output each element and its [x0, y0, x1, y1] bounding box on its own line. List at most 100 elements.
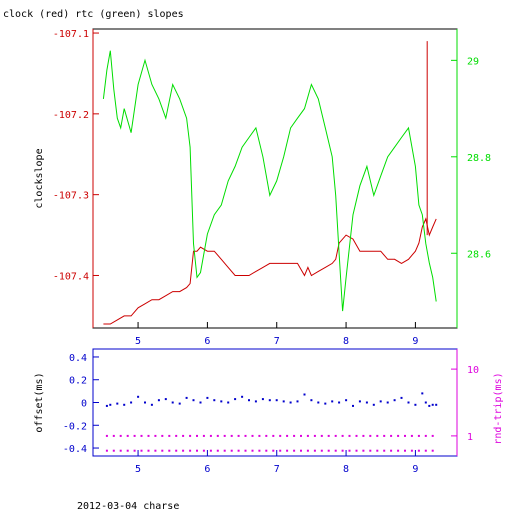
rnd-trip-low-point	[390, 449, 393, 452]
rnd-trip-low-point	[334, 449, 337, 452]
offset-point	[358, 400, 361, 403]
top-ylabel: clockslope	[34, 148, 45, 208]
top-ytick-label: -107.2	[53, 110, 89, 121]
offset-point	[393, 399, 396, 402]
offset-point	[137, 395, 140, 398]
rnd-trip-point	[161, 434, 164, 437]
rnd-trip-point	[362, 434, 365, 437]
rnd-trip-low-point	[182, 449, 185, 452]
rnd-trip-point	[223, 434, 226, 437]
rnd-trip-low-point	[327, 449, 330, 452]
rnd-trip-low-point	[397, 449, 400, 452]
rnd-trip-low-point	[223, 449, 226, 452]
rnd-trip-low-point	[424, 449, 427, 452]
rnd-trip-low-point	[293, 449, 296, 452]
rnd-trip-low-point	[251, 449, 254, 452]
rnd-trip-point	[147, 434, 150, 437]
rnd-trip-low-point	[404, 449, 406, 452]
rnd-trip-point	[293, 434, 296, 437]
offset-point	[365, 401, 368, 404]
rnd-trip-low-point	[189, 449, 192, 452]
rnd-trip-point	[424, 434, 427, 437]
rnd-trip-point	[334, 434, 337, 437]
offset-point	[275, 399, 278, 402]
rnd-trip-point	[279, 434, 282, 437]
bottom-ylabel: offset(ms)	[34, 372, 45, 432]
rnd-trip-low-point	[286, 449, 289, 452]
bottom-ytick-label: -0.2	[63, 421, 87, 432]
rnd-trip-low-point	[161, 449, 164, 452]
offset-point	[345, 399, 348, 402]
top-ytick-label: -107.4	[53, 271, 89, 282]
offset-point	[123, 403, 126, 406]
bottom-ytick-label: 0.2	[69, 376, 87, 387]
rnd-trip-low-point	[230, 449, 233, 452]
offset-point	[352, 404, 354, 407]
offset-point	[400, 396, 403, 399]
rnd-trip-low-point	[272, 449, 275, 452]
rnd-trip-point	[202, 434, 205, 437]
offset-point	[178, 402, 181, 405]
offset-point	[296, 400, 299, 403]
offset-point	[386, 401, 389, 404]
rnd-trip-point	[258, 434, 261, 437]
top-ytick-label: -107.3	[53, 191, 89, 202]
bottom-y2tick-label: 1	[467, 432, 473, 443]
rnd-trip-low-point	[216, 449, 219, 452]
rnd-trip-low-point	[209, 449, 212, 452]
offset-point	[421, 392, 424, 395]
rnd-trip-point	[272, 434, 275, 437]
rnd-trip-point	[230, 434, 233, 437]
bottom-ytick-label: 0	[81, 399, 87, 410]
offset-point	[379, 400, 382, 403]
rnd-trip-point	[168, 434, 171, 437]
offset-point	[234, 398, 237, 401]
offset-point	[428, 404, 431, 407]
rnd-trip-low-point	[196, 449, 198, 452]
rnd-trip-low-point	[313, 449, 316, 452]
rnd-trip-low-point	[175, 449, 178, 452]
series-rnd-trip-low	[105, 449, 434, 452]
offset-point	[116, 402, 119, 405]
rnd-trip-point	[355, 434, 358, 437]
offset-point	[261, 398, 264, 401]
offset-point	[213, 399, 216, 402]
rnd-trip-point	[237, 434, 240, 437]
rnd-trip-point	[265, 434, 268, 437]
rnd-trip-point	[133, 434, 136, 437]
rnd-trip-point	[112, 434, 115, 437]
offset-point	[206, 396, 209, 399]
rnd-trip-low-point	[348, 449, 351, 452]
chart-title: clock (red) rtc (green) slopes	[3, 9, 184, 20]
rnd-trip-point	[140, 434, 143, 437]
rnd-trip-point	[154, 434, 157, 437]
offset-point	[150, 403, 153, 406]
offset-point	[431, 403, 434, 406]
rnd-trip-low-point	[369, 449, 372, 452]
bottom-y2label: rnd-trip(ms)	[493, 372, 504, 444]
rnd-trip-point	[313, 434, 316, 437]
rnd-trip-low-point	[362, 449, 365, 452]
top-ytick-label: -107.1	[53, 29, 89, 40]
bottom-ytick-label: -0.4	[63, 444, 87, 455]
rnd-trip-point	[251, 434, 254, 437]
offset-point	[324, 402, 327, 405]
rnd-trip-point	[320, 434, 323, 437]
rnd-trip-point	[410, 434, 413, 437]
rnd-trip-low-point	[126, 449, 129, 452]
rnd-trip-low-point	[265, 449, 268, 452]
rnd-trip-point	[105, 434, 108, 437]
rnd-trip-low-point	[168, 449, 171, 452]
rnd-trip-point	[383, 434, 386, 437]
rnd-trip-low-point	[279, 449, 282, 452]
rnd-trip-point	[431, 434, 434, 437]
rnd-trip-point	[327, 434, 330, 437]
bottom-xtick-label: 9	[412, 464, 418, 475]
bottom-xtick-label: 5	[135, 464, 141, 475]
offset-point	[310, 399, 313, 402]
rnd-trip-point	[300, 434, 302, 437]
rnd-trip-low-point	[258, 449, 261, 452]
rnd-trip-point	[369, 434, 372, 437]
top-y2tick-label: 28.6	[467, 249, 491, 260]
rnd-trip-low-point	[410, 449, 413, 452]
